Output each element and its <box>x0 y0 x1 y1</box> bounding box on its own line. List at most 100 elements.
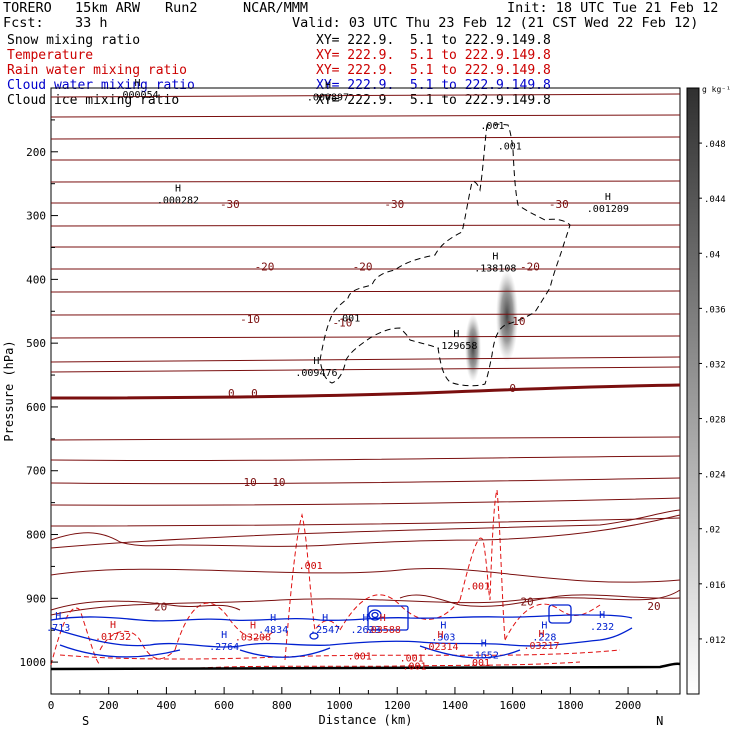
extremum-value: .01732 <box>95 632 131 643</box>
x-tick-label: 1600 <box>499 699 526 712</box>
y-tick-label: 800 <box>26 529 46 542</box>
extremum-value: .02314 <box>422 642 458 653</box>
isotherm-line <box>50 455 681 462</box>
extremum-value: .000282 <box>157 196 199 207</box>
y-tick-label: 1000 <box>20 656 47 669</box>
extremum-value: .2547 <box>310 625 340 636</box>
field-xy-range: XY= 222.9. 5.1 to 222.9.149.8 <box>316 63 551 78</box>
y-tick-label: 600 <box>26 401 46 414</box>
extremum-marker: H <box>380 613 386 624</box>
isotherm-line <box>50 509 681 549</box>
forecast-label: Fcst: <box>3 15 44 31</box>
extremum-value: .001209 <box>587 204 629 215</box>
extremum-marker: H <box>538 629 544 640</box>
extremum-value: .713 <box>46 623 70 634</box>
isotherm-label: -30 <box>549 198 569 211</box>
resolution-label: 15km ARW <box>75 0 141 16</box>
rain-contour <box>504 603 601 641</box>
isotherm-label: 10 <box>272 476 285 489</box>
temperature-contours <box>50 93 681 616</box>
x-tick-label: 600 <box>214 699 234 712</box>
isotherm-label: 20 <box>154 601 167 614</box>
y-tick-label: 700 <box>26 465 46 478</box>
isotherm-label: 10 <box>243 476 256 489</box>
extremum-marker: H <box>481 639 487 650</box>
cloud-water-contour <box>368 609 382 621</box>
extremum-value: .03588 <box>365 625 401 636</box>
isotherm-line <box>50 268 681 270</box>
extremum-value: .129658 <box>435 341 477 352</box>
contour-label: .001 <box>336 314 360 325</box>
colorbar-tick-label: .032 <box>704 360 726 370</box>
isotherm-line <box>50 497 681 506</box>
extremum-marker: H <box>453 329 459 340</box>
isotherm-line <box>50 568 681 583</box>
isotherm-line <box>50 114 681 118</box>
colorbar-tick-label: .048 <box>704 140 726 150</box>
y-tick-label: 300 <box>26 210 46 223</box>
colorbar-tick-label: .02 <box>704 526 720 536</box>
extremum-value: .009476 <box>295 368 337 379</box>
x-tick-label: 1400 <box>442 699 469 712</box>
extremum-value: .1652 <box>469 651 499 662</box>
colorbar-tick-label: .012 <box>704 636 726 646</box>
y-tick-label: 200 <box>26 146 46 159</box>
snow-contour-001 <box>319 123 571 387</box>
extremum-marker: H <box>55 611 61 622</box>
isotherm-label: -10 <box>332 317 352 330</box>
extremum-marker: H <box>270 613 276 624</box>
org-label: NCAR/MMM <box>243 0 309 16</box>
field-xy-range: XY= 222.9. 5.1 to 222.9.149.8 <box>316 78 551 93</box>
colorbar-tick-label: .044 <box>704 195 726 205</box>
colorbar-tick-label: .04 <box>704 250 720 260</box>
colorbar <box>686 87 700 695</box>
y-axis-title: Pressure (hPa) <box>2 340 16 441</box>
extremum-marker: H <box>135 78 141 89</box>
rain-contour <box>99 630 176 660</box>
field-name: Temperature <box>7 48 94 63</box>
isotherm-line <box>50 136 681 140</box>
model-name: TORERO <box>3 0 52 16</box>
extremum-marker: H <box>313 356 319 367</box>
contour-label: .001 <box>403 661 427 672</box>
extremum-marker: H <box>325 80 331 91</box>
extremum-value: .232 <box>590 622 614 633</box>
extremum-marker: H <box>541 621 547 632</box>
cloud-water-contour <box>309 632 319 640</box>
isotherm-label: 0 <box>509 382 516 395</box>
isotherm-line <box>50 356 681 363</box>
ground-surface <box>50 662 681 671</box>
extremum-value: .4834 <box>258 625 288 636</box>
isotherm-line <box>50 224 681 227</box>
rain-contour <box>284 513 341 661</box>
isotherm-label: 0 <box>228 387 235 400</box>
y-tick-label: 500 <box>26 337 46 350</box>
extremum-value: .03208 <box>235 633 271 644</box>
cloud-water-contour <box>59 644 181 658</box>
extremum-marker: H <box>492 251 498 262</box>
x-tick-label: 400 <box>156 699 176 712</box>
lower-isotherms <box>50 514 681 611</box>
x-tick-label: 200 <box>99 699 119 712</box>
isotherm-line <box>50 180 681 183</box>
extremum-marker: H <box>438 630 444 641</box>
contour-label: .001 <box>400 654 424 665</box>
cloud-water-contour <box>419 645 521 659</box>
extremum-marker: H <box>599 610 605 621</box>
extremum-value: .138108 <box>474 263 516 274</box>
contour-label: .001 <box>348 652 372 663</box>
x-tick-label: 1000 <box>326 699 353 712</box>
x-tick-label: 0 <box>48 699 55 712</box>
rain-contour <box>59 649 621 660</box>
isotherm-line <box>50 514 681 547</box>
x-tick-label: 800 <box>272 699 292 712</box>
isotherm-label: -10 <box>506 315 526 328</box>
x-tick-label: 1800 <box>557 699 584 712</box>
extremum-marker: H <box>110 620 116 631</box>
colorbar-tick-label: .036 <box>704 305 726 315</box>
extremum-marker: H <box>605 192 611 203</box>
cloud-water-contour <box>239 647 331 658</box>
extremum-marker: H <box>440 621 446 632</box>
y-tick-label: 400 <box>26 273 46 286</box>
